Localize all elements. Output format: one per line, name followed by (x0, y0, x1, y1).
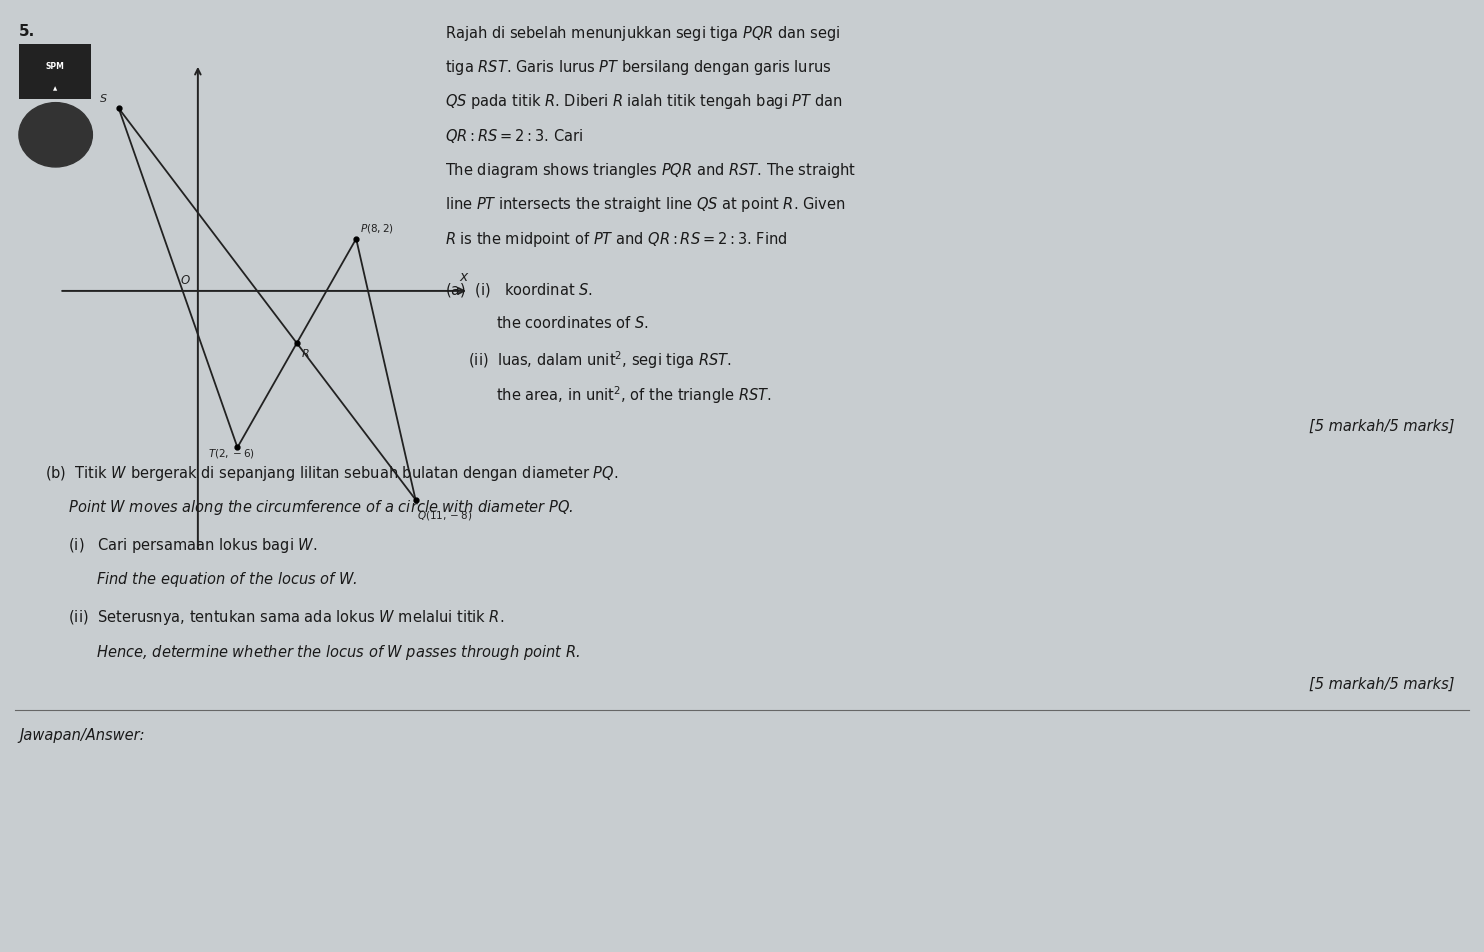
Text: Point $W$ moves along the circumference of a circle with diameter $PQ$.: Point $W$ moves along the circumference … (45, 498, 573, 517)
Text: Jawapan/Answer:: Jawapan/Answer: (19, 727, 145, 743)
Text: (a)  (i)   koordinat $S$.: (a) (i) koordinat $S$. (445, 281, 594, 299)
Text: (ii)  Seterusnya, tentukan sama ada lokus $W$ melalui titik $R$.: (ii) Seterusnya, tentukan sama ada lokus… (45, 607, 503, 626)
Text: (ii)  luas, dalam unit$^2$, segi tiga $RST$.: (ii) luas, dalam unit$^2$, segi tiga $RS… (445, 349, 732, 371)
Text: Hence, determine whether the locus of $W$ passes through point $R$.: Hence, determine whether the locus of $W… (45, 642, 579, 661)
Text: $R$ is the midpoint of $PT$ and $QR : RS = 2 : 3$. Find: $R$ is the midpoint of $PT$ and $QR : RS… (445, 229, 788, 248)
Text: $QR : RS = 2 : 3$. Cari: $QR : RS = 2 : 3$. Cari (445, 127, 583, 145)
Text: $x$: $x$ (459, 270, 470, 285)
Text: SPM: SPM (46, 62, 64, 71)
Text: (i)   Cari persamaan lokus bagi $W$.: (i) Cari persamaan lokus bagi $W$. (45, 536, 318, 555)
Circle shape (19, 104, 92, 168)
Text: the coordinates of $S$.: the coordinates of $S$. (445, 315, 649, 331)
Text: The diagram shows triangles $PQR$ and $RST$. The straight: The diagram shows triangles $PQR$ and $R… (445, 161, 856, 180)
Text: $P(8, 2)$: $P(8, 2)$ (361, 222, 395, 235)
Text: (b)  Titik $W$ bergerak di sepanjang lilitan sebuah bulatan dengan diameter $PQ$: (b) Titik $W$ bergerak di sepanjang lili… (45, 464, 617, 483)
Text: Find the equation of the locus of $W$.: Find the equation of the locus of $W$. (45, 570, 358, 589)
Text: the area, in unit$^2$, of the triangle $RST$.: the area, in unit$^2$, of the triangle $… (445, 384, 772, 406)
Text: [5 markah/5 marks]: [5 markah/5 marks] (1309, 418, 1454, 433)
Text: $R$: $R$ (301, 347, 310, 359)
Text: ▲: ▲ (53, 87, 56, 91)
Text: $T(2, -6)$: $T(2, -6)$ (208, 446, 255, 459)
Text: line $PT$ intersects the straight line $QS$ at point $R$. Given: line $PT$ intersects the straight line $… (445, 195, 846, 214)
Text: [5 markah/5 marks]: [5 markah/5 marks] (1309, 676, 1454, 691)
Text: $O$: $O$ (180, 274, 191, 287)
Text: $QS$ pada titik $R$. Diberi $R$ ialah titik tengah bagi $PT$ dan: $QS$ pada titik $R$. Diberi $R$ ialah ti… (445, 92, 843, 111)
Text: Rajah di sebelah menunjukkan segi tiga $PQR$ dan segi: Rajah di sebelah menunjukkan segi tiga $… (445, 24, 840, 43)
Text: 5.: 5. (19, 24, 36, 39)
Text: $Q(11, -8)$: $Q(11, -8)$ (417, 508, 473, 522)
Text: $S$: $S$ (99, 91, 108, 104)
Text: tiga $RST$. Garis lurus $PT$ bersilang dengan garis lurus: tiga $RST$. Garis lurus $PT$ bersilang d… (445, 58, 831, 77)
